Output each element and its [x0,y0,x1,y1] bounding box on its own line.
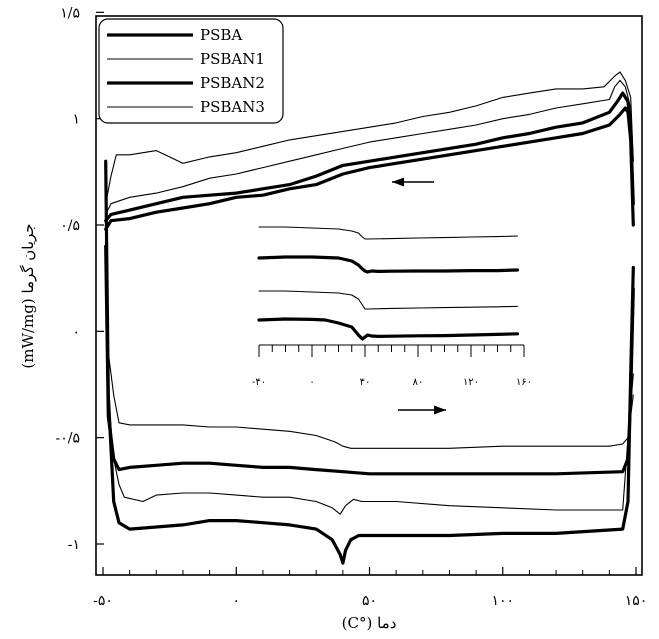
legend-label: PSBA [200,26,242,44]
inset-curve-3 [258,290,518,310]
series-4-heating-line [105,181,634,515]
legend: PSBA PSBAN1 PSBAN2 PSBAN3 [98,18,284,124]
direction-arrows [392,177,446,415]
series-2-cooling-line [105,71,634,205]
y-tick-label: ۰/۵ [60,218,80,234]
cooling-arrow-head [392,177,404,187]
x-axis-title: دما (°C) [342,614,397,632]
legend-label: PSBAN1 [200,50,265,68]
legend-label: PSBAN3 [200,98,265,116]
inset-x-tick-label: ۱۲۰ [463,377,479,388]
series-3-heating-line [104,244,635,476]
y-tick-label: ۱/۵ [60,5,80,21]
series-1-cooling-line [104,106,635,231]
inset-x-tick-label: ۰ [309,377,314,388]
series-4-cooling-line [105,79,634,215]
y-axis-title: جریان گرما (mW/mg) [19,223,37,368]
inset-curve-2 [257,255,520,274]
inset-x-tick-label: -۴۰ [252,377,266,388]
x-tick-label: ۱۵۰ [625,593,648,609]
heating-arrow-head [434,405,446,415]
series-3-cooling-line [104,91,635,223]
main-series-group [104,71,635,565]
y-tick-label: ۰ [72,324,80,340]
inset-curve-1 [258,226,518,240]
series-1-heating-line [104,159,635,565]
y-tick-label: -۰/۵ [56,431,81,447]
inset-x-tick-label: ۸۰ [413,377,424,388]
x-axis-ticks: -۵۰ ۰ ۵۰ ۱۰۰ ۱۵۰ [93,567,647,609]
inset-curve-4 [257,317,520,341]
inset-group: -۴۰ ۰ ۴۰ ۸۰ ۱۲۰ ۱۶۰ [252,226,532,388]
x-tick-label: ۵۰ [362,593,377,609]
x-tick-label: -۵۰ [93,593,113,609]
legend-box [98,18,284,124]
legend-label: PSBAN2 [200,74,265,92]
x-tick-label: ۱۰۰ [491,593,514,609]
y-tick-label: -۱ [68,537,80,553]
y-tick-label: ۱ [72,112,80,128]
inset-x-tick-label: ۴۰ [360,377,371,388]
x-tick-label: ۰ [232,593,240,609]
series-2-heating-line [105,224,634,449]
inset-x-tick-label: ۱۶۰ [516,377,532,388]
